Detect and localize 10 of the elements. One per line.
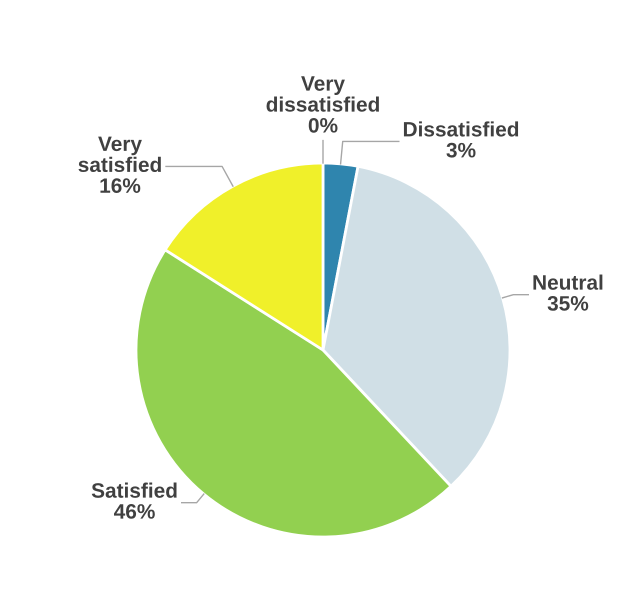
data-label: 16% <box>100 178 140 193</box>
slice-label: Neutral <box>533 274 602 290</box>
slice-label: Satisfied <box>92 482 177 498</box>
category-label: Very dissatisfied <box>266 76 379 112</box>
text: 0% <box>308 118 338 133</box>
data-label: 35% <box>548 296 588 311</box>
data-label: 3% <box>446 142 476 158</box>
slice-label: Very satisfied <box>78 136 161 172</box>
slice-label: Dissatisfied <box>404 121 518 137</box>
data-label: 46% <box>114 504 155 519</box>
